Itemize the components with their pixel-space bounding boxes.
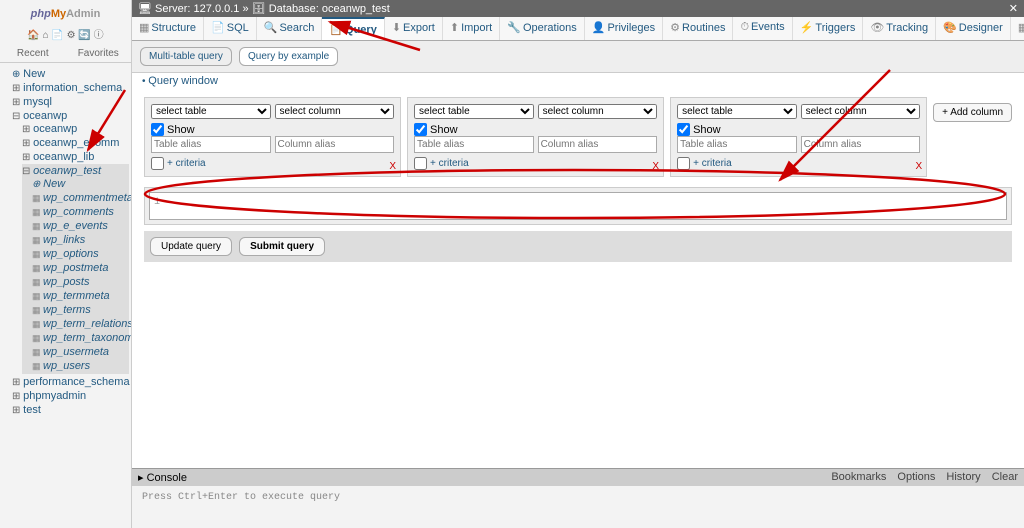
tree-table[interactable]: wp_term_taxonomy	[32, 331, 129, 345]
tab-designer[interactable]: 🎨Designer	[936, 17, 1011, 40]
tab-privileges[interactable]: 👤Privileges	[585, 17, 663, 40]
update-query-button[interactable]: Update query	[150, 237, 232, 256]
tree-db[interactable]: mysql	[12, 95, 129, 109]
tree-table[interactable]: wp_usermeta	[32, 345, 129, 359]
breadcrumb-close-icon[interactable]: ✕	[1009, 2, 1018, 15]
select-table[interactable]: select table	[151, 104, 271, 119]
subtab-qbe[interactable]: Query by example	[239, 47, 338, 66]
show-checkbox[interactable]: Show	[151, 123, 394, 136]
console-options[interactable]: Options	[897, 471, 935, 483]
tab-triggers[interactable]: ⚡Triggers	[793, 17, 864, 40]
tab-recent[interactable]: Recent	[0, 45, 66, 62]
tree-subdb-selected[interactable]: oceanwp_test ⊕ New wp_commentmeta wp_com…	[22, 164, 129, 374]
main-panel: 🖥 Server: 127.0.0.1 » 🗄 Database: oceanw…	[132, 0, 1024, 528]
table-alias-input[interactable]	[151, 136, 271, 153]
tab-query[interactable]: 📋Query	[322, 17, 385, 40]
tree-table[interactable]: wp_termmeta	[32, 289, 129, 303]
tab-export[interactable]: ⬇Export	[385, 17, 443, 40]
breadcrumb: 🖥 Server: 127.0.0.1 » 🗄 Database: oceanw…	[132, 0, 1024, 17]
tree-db[interactable]: performance_schema	[12, 375, 129, 389]
tree-db[interactable]: test	[12, 403, 129, 417]
table-alias-input[interactable]	[414, 136, 534, 153]
console: ▸ Console Bookmarks Options History Clea…	[132, 468, 1024, 528]
content: select table select column Show + criteri…	[132, 89, 1024, 528]
criteria-col: select table select column Show + criteri…	[407, 97, 664, 177]
select-table[interactable]: select table	[677, 104, 797, 119]
select-column[interactable]: select column	[801, 104, 921, 119]
column-alias-input[interactable]	[801, 136, 921, 153]
tree-table[interactable]: wp_postmeta	[32, 261, 129, 275]
tree-subdb[interactable]: oceanwp	[22, 122, 129, 136]
console-clear[interactable]: Clear	[992, 471, 1018, 483]
tab-structure[interactable]: ▦Structure	[132, 17, 204, 40]
console-body[interactable]: Press Ctrl+Enter to execute query	[132, 486, 1024, 528]
tree-table[interactable]: wp_posts	[32, 275, 129, 289]
sidebar-tabs: Recent Favorites	[0, 45, 131, 63]
criteria-col: select table select column Show + criteri…	[670, 97, 927, 177]
sidebar: phpMyAdmin 🏠 ⌂ 📄 ⚙ 🔄 ⓘ Recent Favorites …	[0, 0, 132, 528]
tab-import[interactable]: ⬆Import	[443, 17, 500, 40]
criteria-toggle[interactable]: + criteria	[677, 157, 920, 170]
remove-col-button[interactable]: X	[652, 161, 659, 172]
tree-table[interactable]: wp_comments	[32, 205, 129, 219]
tree-db[interactable]: information_schema	[12, 81, 129, 95]
column-alias-input[interactable]	[538, 136, 658, 153]
tab-tracking[interactable]: 👁Tracking	[863, 17, 936, 40]
tree-db[interactable]: phpmyadmin	[12, 389, 129, 403]
logo-toolbar[interactable]: 🏠 ⌂ 📄 ⚙ 🔄 ⓘ	[0, 24, 131, 45]
add-column-wrap: + Add column	[927, 97, 1012, 177]
tab-operations[interactable]: 🔧Operations	[500, 17, 585, 40]
sql-editor-textarea[interactable]: 1	[149, 192, 1007, 220]
tab-events[interactable]: ⏱Events	[733, 17, 792, 40]
subtab-multi[interactable]: Multi-table query	[140, 47, 232, 66]
remove-col-button[interactable]: X	[389, 161, 396, 172]
sub-tabs: Multi-table query Query by example	[132, 41, 1024, 73]
submit-query-button[interactable]: Submit query	[239, 237, 325, 256]
show-checkbox[interactable]: Show	[414, 123, 657, 136]
tab-favorites[interactable]: Favorites	[66, 45, 132, 62]
tree-new[interactable]: ⊕ New	[12, 67, 129, 81]
console-bookmarks[interactable]: Bookmarks	[831, 471, 886, 483]
column-criteria-row: select table select column Show + criteri…	[144, 97, 927, 177]
tree-table[interactable]: wp_terms	[32, 303, 129, 317]
column-alias-input[interactable]	[275, 136, 395, 153]
logo[interactable]: phpMyAdmin	[0, 0, 131, 24]
tree-table[interactable]: wp_links	[32, 233, 129, 247]
show-checkbox[interactable]: Show	[677, 123, 920, 136]
remove-col-button[interactable]: X	[915, 161, 922, 172]
tree-subdb[interactable]: oceanwp_ecomm	[22, 136, 129, 150]
tree-table[interactable]: wp_users	[32, 359, 129, 373]
select-table[interactable]: select table	[414, 104, 534, 119]
query-window-link[interactable]: • Query window	[132, 73, 1024, 89]
add-column-button[interactable]: + Add column	[933, 103, 1012, 122]
breadcrumb-db[interactable]: 🗄 Database: oceanwp_test	[252, 3, 390, 15]
breadcrumb-server[interactable]: 🖥 Server: 127.0.0.1	[138, 3, 239, 15]
tree-table[interactable]: wp_commentmeta	[32, 191, 129, 205]
tab-routines[interactable]: ⚙Routines	[663, 17, 733, 40]
criteria-col: select table select column Show + criteri…	[144, 97, 401, 177]
tree-table[interactable]: wp_e_events	[32, 219, 129, 233]
select-column[interactable]: select column	[538, 104, 658, 119]
tab-search[interactable]: 🔍Search	[257, 17, 323, 40]
table-alias-input[interactable]	[677, 136, 797, 153]
tab-central-columns[interactable]: ▦Central columns	[1011, 17, 1024, 40]
console-history[interactable]: History	[946, 471, 980, 483]
sql-editor: 1	[144, 187, 1012, 225]
criteria-toggle[interactable]: + criteria	[414, 157, 657, 170]
tree-subdb[interactable]: oceanwp_lib	[22, 150, 129, 164]
tab-sql[interactable]: 📄SQL	[204, 17, 257, 40]
top-tabs: ▦Structure 📄SQL 🔍Search 📋Query ⬇Export ⬆…	[132, 17, 1024, 41]
select-column[interactable]: select column	[275, 104, 395, 119]
criteria-toggle[interactable]: + criteria	[151, 157, 394, 170]
tree-new-table[interactable]: ⊕ New	[32, 177, 129, 191]
db-tree: ⊕ New information_schema mysql oceanwp o…	[0, 63, 131, 421]
tree-table[interactable]: wp_term_relationships	[32, 317, 129, 331]
tree-db[interactable]: oceanwp oceanwp oceanwp_ecomm oceanwp_li…	[12, 109, 129, 375]
tree-table[interactable]: wp_options	[32, 247, 129, 261]
console-title[interactable]: ▸ Console	[138, 471, 187, 484]
query-actions: Update query Submit query	[144, 231, 1012, 262]
